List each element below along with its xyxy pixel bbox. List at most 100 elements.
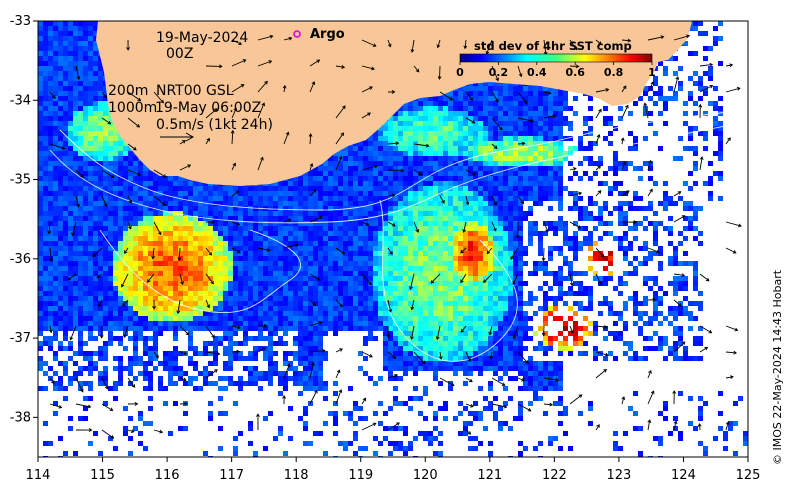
sst-cell — [393, 216, 398, 221]
sst-cell — [358, 226, 363, 231]
sst-cell — [413, 216, 418, 221]
sst-cell — [143, 206, 148, 211]
sst-cell — [223, 201, 228, 206]
sst-cell — [248, 186, 253, 191]
sst-cell — [38, 81, 43, 86]
sst-cell — [253, 201, 258, 206]
sst-cell — [403, 236, 408, 241]
sst-cell — [83, 31, 88, 36]
sst-cell — [68, 111, 73, 116]
sst-cell — [423, 151, 428, 156]
sst-cell — [53, 76, 58, 81]
sst-cell — [358, 186, 363, 191]
sst-cell — [83, 71, 88, 76]
sst-cell — [348, 221, 353, 226]
sst-cell — [403, 141, 408, 146]
sst-cell — [373, 151, 378, 156]
sst-cell — [498, 211, 503, 216]
sst-cell — [428, 111, 433, 116]
sst-cell — [128, 221, 133, 226]
sst-cell — [38, 116, 43, 121]
sst-cell — [363, 161, 368, 166]
sst-cell — [623, 216, 628, 221]
sst-cell — [543, 221, 548, 226]
sst-cell — [428, 196, 433, 201]
sst-cell — [343, 201, 348, 206]
sst-cell — [473, 191, 478, 196]
sst-cell — [418, 181, 423, 186]
sst-cell — [463, 86, 468, 91]
sst-cell — [303, 191, 308, 196]
sst-cell — [488, 91, 493, 96]
sst-cell — [313, 166, 318, 171]
sst-cell — [123, 176, 128, 181]
sst-cell — [503, 116, 508, 121]
sst-cell — [58, 76, 63, 81]
sst-cell — [543, 156, 548, 161]
sst-cell — [408, 236, 413, 241]
sst-cell — [683, 111, 688, 116]
sst-cell — [463, 231, 468, 236]
sst-cell — [53, 106, 58, 111]
sst-cell — [63, 66, 68, 71]
sst-cell — [263, 186, 268, 191]
sst-cell — [708, 196, 713, 201]
sst-cell — [618, 161, 623, 166]
sst-cell — [223, 236, 228, 241]
sst-cell — [243, 231, 248, 236]
sst-cell — [323, 171, 328, 176]
sst-cell — [573, 96, 578, 101]
sst-cell — [433, 126, 438, 131]
sst-cell — [568, 176, 573, 181]
sst-cell — [638, 196, 643, 201]
sst-cell — [288, 181, 293, 186]
sst-cell — [63, 141, 68, 146]
sst-cell — [558, 181, 563, 186]
sst-cell — [368, 211, 373, 216]
sst-cell — [148, 231, 153, 236]
sst-cell — [408, 186, 413, 191]
sst-cell — [78, 131, 83, 136]
sst-cell — [203, 186, 208, 191]
sst-cell — [433, 146, 438, 151]
sst-cell — [658, 96, 663, 101]
sst-cell — [293, 236, 298, 241]
sst-cell — [43, 116, 48, 121]
sst-cell — [43, 201, 48, 206]
sst-cell — [368, 231, 373, 236]
sst-cell — [273, 181, 278, 186]
sst-cell — [268, 191, 273, 196]
sst-cell — [543, 176, 548, 181]
sst-cell — [548, 196, 553, 201]
sst-cell — [633, 191, 638, 196]
sst-cell — [398, 211, 403, 216]
sst-cell — [38, 111, 43, 116]
sst-cell — [653, 181, 658, 186]
sst-cell — [58, 36, 63, 41]
sst-cell — [403, 191, 408, 196]
sst-cell — [418, 221, 423, 226]
sst-cell — [73, 156, 78, 161]
sst-cell — [523, 196, 528, 201]
sst-cell — [108, 206, 113, 211]
sst-cell — [233, 216, 238, 221]
sst-cell — [483, 86, 488, 91]
sst-cell — [378, 186, 383, 191]
sst-cell — [688, 136, 693, 141]
sst-cell — [503, 166, 508, 171]
sst-cell — [93, 101, 98, 106]
sst-cell — [93, 71, 98, 76]
sst-cell — [438, 141, 443, 146]
sst-cell — [148, 186, 153, 191]
sst-cell — [253, 231, 258, 236]
sst-cell — [418, 196, 423, 201]
sst-cell — [488, 121, 493, 126]
sst-cell — [328, 201, 333, 206]
sst-cell — [473, 91, 478, 96]
sst-cell — [408, 201, 413, 206]
sst-cell — [623, 221, 628, 226]
sst-cell — [428, 191, 433, 196]
sst-cell — [248, 236, 253, 241]
sst-cell — [493, 176, 498, 181]
sst-cell — [458, 226, 463, 231]
